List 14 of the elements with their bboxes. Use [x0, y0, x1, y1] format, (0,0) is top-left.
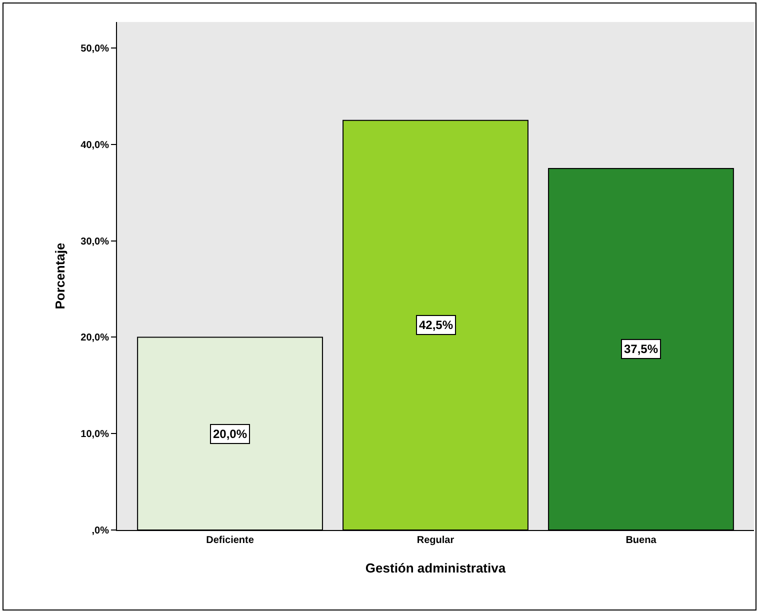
y-tick-label: 10,0%: [80, 429, 110, 440]
y-tick-label: 30,0%: [80, 236, 110, 248]
y-tick-label: ,0%: [92, 526, 110, 536]
y-axis-title: Porcentaje: [52, 242, 68, 310]
x-tick-label: Buena: [626, 535, 657, 546]
y-tick-label: 50,0%: [80, 44, 110, 55]
x-tick-label: Deficiente: [206, 535, 254, 546]
y-tick-label: 40,0%: [80, 140, 110, 151]
data-label: 20,0%: [213, 427, 248, 441]
x-axis-title: Gestión administrativa: [365, 560, 506, 576]
data-label: 37,5%: [624, 342, 658, 356]
x-tick-label: Regular: [416, 535, 454, 546]
y-tick-label: 20,0%: [80, 332, 110, 344]
data-label: 42,5%: [419, 318, 454, 332]
